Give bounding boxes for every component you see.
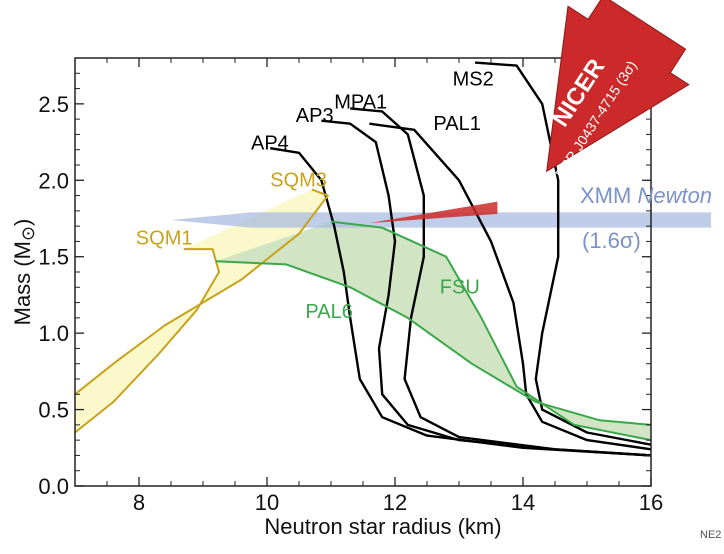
xmm-label-main: XMM (580, 183, 637, 208)
y-axis-label-sun-symbol: ⊙ (18, 226, 38, 241)
curve-label-fsu: FSU (440, 276, 480, 298)
xmm-label-italic: Newton (637, 183, 712, 208)
y-axis-label: Mass (M⊙) (10, 219, 38, 326)
curve-label-pal1: PAL1 (433, 113, 480, 135)
x-tick-label: 14 (511, 490, 535, 515)
curve-ms2 (474, 61, 652, 446)
y-tick-label: 0.5 (38, 398, 69, 423)
curve-sqm1 (74, 248, 220, 434)
curve-label-ap4: AP4 (251, 133, 289, 155)
curve-fsu (330, 220, 652, 442)
nicer-group (369, 201, 498, 224)
y-tick-label: 1.0 (38, 321, 69, 346)
curve-pal1 (369, 122, 652, 451)
xmm-sigma-label: (1.6σ) (582, 228, 641, 253)
curve-sqm3 (74, 188, 329, 396)
xmm-newton-label: XMM Newton (580, 183, 712, 208)
tick-group: 8 10 12 14 16 0.0 0.5 1.0 1.5 2.0 2.5 (38, 58, 663, 515)
hybrid-fill-region (215, 221, 652, 441)
curve-label-pal6: PAL6 (305, 301, 352, 323)
curve-label-sqm3: SQM3 (270, 169, 327, 191)
nicer-arrow (546, 0, 690, 173)
x-axis-label: Neutron star radius (km) (264, 514, 501, 539)
x-tick-label: 16 (639, 490, 663, 515)
nicer-arrow-shape (546, 0, 690, 173)
corner-label: NE2 (700, 529, 721, 541)
y-tick-label: 2.0 (38, 168, 69, 193)
curve-pal6 (215, 260, 652, 426)
curve-label-sqm1: SQM1 (136, 227, 193, 249)
x-tick-label: 12 (383, 490, 407, 515)
curve-label-mpa1: MPA1 (334, 91, 387, 113)
curve-group (74, 61, 652, 457)
y-tick-label: 0.0 (38, 474, 69, 499)
y-tick-label: 1.5 (38, 245, 69, 270)
curve-label-ap3: AP3 (296, 105, 334, 127)
x-tick-label: 8 (133, 490, 145, 515)
y-axis-label-main: Mass (M (10, 241, 35, 325)
fill-regions (75, 189, 652, 441)
x-tick-label: 10 (255, 490, 279, 515)
nicer-constraint (369, 201, 498, 224)
curve-label-ms2: MS2 (453, 69, 494, 91)
curve-ap3 (321, 119, 652, 457)
y-tick-label: 2.5 (38, 92, 69, 117)
y-axis-label-close: ) (10, 219, 35, 226)
